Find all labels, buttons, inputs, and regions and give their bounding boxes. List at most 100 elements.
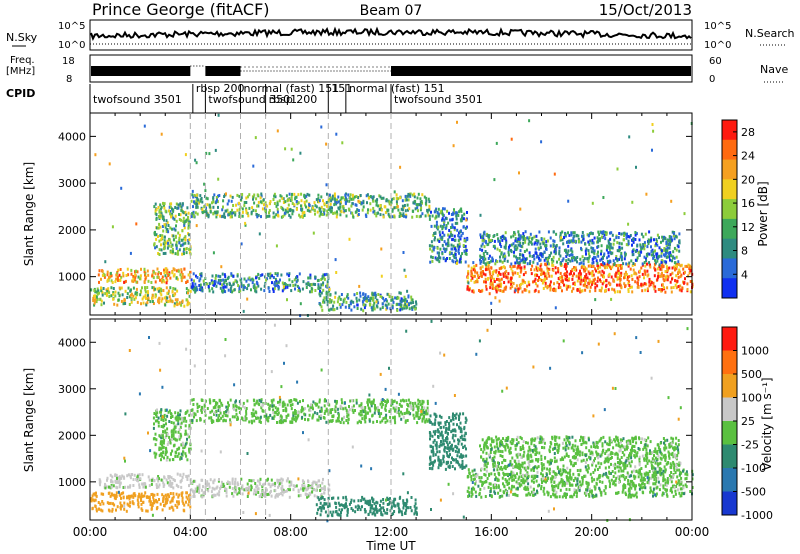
- echo-cell: [259, 482, 262, 486]
- echo-cell: [156, 486, 158, 489]
- echo-cell: [278, 492, 281, 496]
- echo-cell: [617, 267, 620, 271]
- noise-echo-cell: [670, 199, 673, 203]
- echo-cell: [580, 240, 583, 244]
- echo-cell: [547, 271, 550, 275]
- echo-cell: [356, 421, 359, 425]
- echo-cell: [147, 291, 149, 295]
- echo-cell: [401, 299, 404, 303]
- echo-cell: [458, 231, 460, 235]
- echo-cell: [424, 412, 427, 416]
- figure-title: Prince George (fitACF): [92, 0, 270, 19]
- echo-cell: [205, 282, 208, 285]
- echo-cell: [213, 412, 215, 416]
- echo-cell: [348, 405, 350, 408]
- echo-cell: [238, 211, 241, 215]
- echo-cell: [659, 274, 661, 278]
- echo-cell: [637, 251, 640, 255]
- noise-echo-cell: [591, 201, 594, 205]
- echo-cell: [373, 411, 376, 415]
- echo-cell: [461, 252, 464, 256]
- echo-cell: [330, 210, 333, 214]
- echo-cell: [477, 274, 479, 278]
- echo-cell: [525, 248, 528, 252]
- echo-cell: [228, 485, 231, 489]
- echo-cell: [269, 272, 272, 276]
- echo-cell: [436, 211, 439, 214]
- echo-cell: [404, 420, 407, 424]
- echo-cell: [574, 266, 577, 270]
- echo-cell: [404, 198, 407, 202]
- echo-cell: [667, 243, 670, 246]
- echo-cell: [460, 234, 463, 238]
- echo-cell: [363, 417, 366, 421]
- echo-cell: [413, 201, 416, 205]
- echo-cell: [219, 487, 222, 490]
- echo-cell: [155, 452, 158, 456]
- echo-cell: [218, 414, 221, 417]
- echo-cell: [127, 273, 130, 277]
- echo-cell: [499, 255, 501, 259]
- echo-cell: [230, 214, 233, 218]
- echo-cell: [118, 286, 121, 290]
- echo-cell: [186, 491, 188, 495]
- echo-cell: [126, 292, 129, 296]
- echo-cell: [183, 503, 186, 507]
- echo-cell: [539, 258, 542, 262]
- echo-cell: [605, 248, 608, 252]
- echo-cell: [524, 240, 527, 244]
- echo-cell: [358, 419, 361, 423]
- echo-cell: [630, 285, 633, 289]
- echo-cell: [615, 264, 618, 268]
- echo-cell: [118, 477, 121, 481]
- echo-cell: [575, 233, 578, 237]
- echo-cell: [165, 286, 168, 290]
- echo-cell: [274, 484, 276, 488]
- echo-cell: [361, 208, 364, 212]
- echo-cell: [407, 198, 410, 202]
- echo-cell: [130, 494, 133, 498]
- echo-cell: [276, 494, 279, 498]
- echo-cell: [549, 288, 552, 292]
- echo-cell: [293, 398, 296, 402]
- echo-cell: [284, 490, 287, 493]
- echo-cell: [347, 193, 350, 197]
- echo-cell: [333, 195, 336, 199]
- echo-cell: [101, 500, 104, 503]
- echo-cell: [609, 231, 611, 235]
- echo-cell: [616, 241, 619, 245]
- echo-cell: [390, 298, 393, 302]
- echo-cell: [579, 290, 582, 294]
- echo-cell: [341, 303, 344, 307]
- echo-cell: [307, 205, 310, 209]
- noise-echo-cell: [399, 165, 402, 169]
- echo-cell: [620, 255, 623, 259]
- echo-cell: [444, 250, 447, 253]
- echo-cell: [620, 271, 623, 275]
- echo-cell: [169, 500, 172, 504]
- echo-cell: [480, 289, 483, 293]
- echo-cell: [668, 246, 671, 250]
- echo-cell: [402, 415, 405, 419]
- echo-cell: [544, 277, 546, 281]
- echo-cell: [153, 412, 156, 415]
- echo-cell: [420, 206, 423, 210]
- echo-cell: [240, 196, 243, 200]
- echo-cell: [273, 202, 276, 205]
- echo-cell: [112, 502, 114, 506]
- echo-cell: [513, 264, 516, 268]
- echo-cell: [570, 233, 573, 237]
- echo-cell: [274, 410, 277, 414]
- echo-cell: [178, 493, 181, 497]
- echo-cell: [536, 242, 539, 246]
- echo-cell: [238, 491, 241, 495]
- echo-cell: [203, 407, 206, 411]
- echo-cell: [610, 231, 613, 235]
- echo-cell: [102, 502, 105, 506]
- echo-cell: [280, 421, 283, 425]
- echo-cell: [504, 287, 507, 291]
- echo-cell: [376, 211, 379, 215]
- echo-cell: [415, 300, 417, 304]
- echo-cell: [504, 231, 507, 235]
- echo-cell: [165, 276, 168, 280]
